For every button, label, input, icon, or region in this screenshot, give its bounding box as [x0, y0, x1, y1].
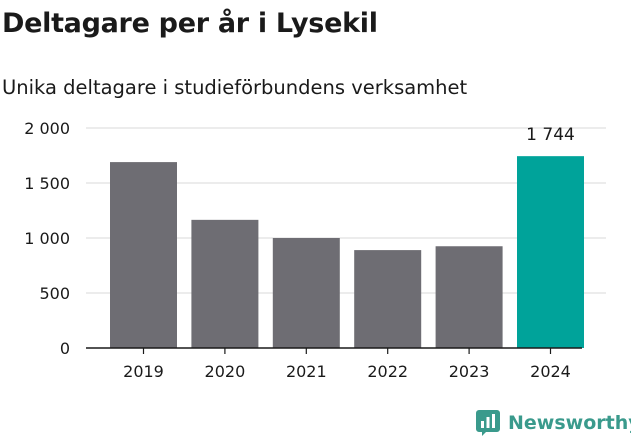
bar-chart-icon [476, 410, 500, 436]
bar-2020 [191, 219, 259, 348]
y-axis-tick-labels: 0 500 1 000 1 500 2 000 [24, 119, 70, 358]
y-tick-label: 1 000 [24, 229, 70, 248]
y-tick-label: 500 [39, 284, 70, 303]
x-tick-label: 2021 [286, 362, 327, 381]
chart-subtitle: Unika deltagare i studieförbundens verks… [2, 76, 468, 99]
brand-name: Newsworthy [508, 412, 631, 434]
y-tick-label: 0 [60, 339, 70, 358]
newsworthy-logo: Newsworthy [476, 408, 631, 438]
bar-2022 [354, 250, 422, 348]
bar-2019 [110, 162, 177, 348]
x-axis: 2019 2020 2021 2022 2023 2024 [86, 347, 582, 381]
data-label: 1 744 [526, 125, 575, 145]
bar-2021 [272, 238, 340, 348]
data-labels: 1 744 [526, 125, 575, 145]
x-tick-label: 2022 [367, 362, 408, 381]
y-tick-label: 2 000 [24, 119, 70, 138]
bars [110, 156, 584, 348]
x-tick-label: 2020 [205, 362, 246, 381]
x-tick-label: 2019 [123, 362, 164, 381]
chart-title: Deltagare per år i Lysekil [2, 8, 378, 39]
bar-2023 [435, 246, 503, 348]
x-tick-label: 2024 [530, 362, 571, 381]
bar-chart: 0 500 1 000 1 500 2 000 2019 2020 2021 2022 2023… [24, 119, 606, 381]
bar-2024 [517, 156, 584, 348]
y-tick-label: 1 500 [24, 174, 70, 193]
x-tick-label: 2023 [449, 362, 490, 381]
